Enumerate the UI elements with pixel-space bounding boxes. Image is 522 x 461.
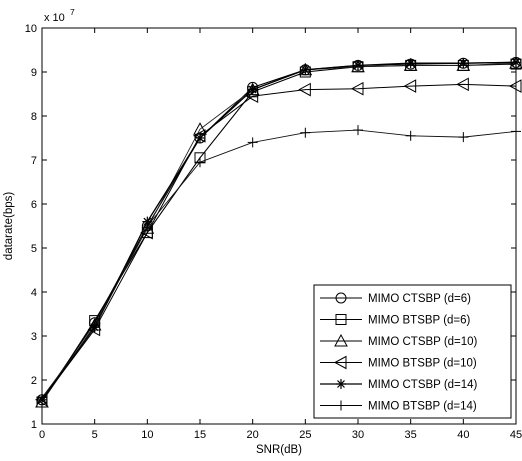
data-point — [405, 58, 416, 69]
y-tick-label: 4 — [31, 287, 37, 299]
data-point — [403, 58, 418, 71]
legend-marker — [336, 379, 346, 389]
data-point — [456, 58, 471, 71]
data-point — [247, 84, 258, 95]
data-point — [300, 64, 311, 75]
data-point — [300, 127, 311, 138]
x-tick-label: 15 — [194, 429, 206, 441]
star-stroke — [354, 61, 362, 70]
legend-label: MIMO CTSBP (d=14) — [368, 379, 478, 391]
star-stroke — [459, 59, 468, 68]
x-tick-label: 10 — [141, 429, 153, 441]
legend-marker — [336, 400, 346, 411]
data-point — [195, 157, 205, 168]
data-point — [458, 58, 469, 69]
y-tick-label: 7 — [31, 155, 37, 167]
legend-marker — [335, 292, 347, 304]
legend-label: MIMO BTSBP (d=14) — [368, 401, 477, 413]
legend-label: MIMO CTSBP (d=6) — [368, 293, 471, 305]
series-lines — [41, 61, 517, 403]
legend-label: MIMO BTSBP (d=10) — [368, 358, 477, 370]
data-point — [456, 77, 469, 92]
star-stroke — [248, 85, 257, 94]
x-tick-label: 45 — [510, 429, 522, 441]
legend-marker — [333, 355, 347, 370]
y-tick-label: 10 — [25, 23, 37, 35]
y-tick-label: 2 — [31, 375, 37, 387]
x-tick-label: 35 — [405, 429, 417, 441]
series-line — [41, 61, 517, 401]
legend-box — [313, 284, 512, 419]
legend-label: MIMO BTSBP (d=6) — [368, 315, 471, 327]
y-tick-label: 6 — [31, 199, 37, 211]
star-stroke — [301, 65, 310, 74]
y-multiplier-base: x 10 — [44, 12, 65, 24]
x-tick-label: 20 — [247, 429, 259, 441]
x-tick-label: 5 — [92, 429, 98, 441]
data-point — [195, 133, 205, 143]
data-point — [511, 126, 521, 137]
star-stroke — [196, 134, 204, 142]
series-line — [41, 83, 517, 401]
data-point — [247, 137, 258, 148]
data-point — [458, 132, 469, 143]
data-point — [508, 79, 522, 93]
data-point — [298, 82, 311, 97]
y-tick-label: 8 — [31, 111, 37, 123]
y-tick-label: 5 — [31, 243, 37, 255]
star-stroke — [512, 58, 520, 67]
x-axis-label: SNR(dB) — [256, 444, 302, 456]
data-point — [405, 130, 416, 141]
star-stroke — [406, 59, 415, 68]
data-point — [350, 81, 364, 96]
series-markers — [34, 56, 522, 408]
data-point — [37, 392, 47, 403]
legend-marker — [335, 314, 347, 325]
data-point — [353, 60, 363, 71]
y-tick-label: 3 — [31, 331, 37, 343]
data-point — [511, 57, 521, 68]
series-line — [41, 129, 517, 398]
x-tick-label: 25 — [299, 429, 311, 441]
y-multiplier: x 10 7 — [44, 7, 75, 24]
legend: MIMO CTSBP (d=6) MIMO BTSBP (d=6) MIMO CTS… — [313, 284, 512, 419]
star-stroke — [337, 380, 345, 388]
legend-label: MIMO CTSBP (d=10) — [368, 336, 478, 348]
legend-marker — [334, 333, 348, 347]
y-axis-label: datarate(bps) — [3, 192, 15, 261]
data-point — [142, 221, 153, 231]
data-point — [403, 79, 417, 93]
y-tick-label: 9 — [31, 67, 37, 79]
x-tick-label: 40 — [457, 429, 469, 441]
data-point — [353, 125, 363, 136]
data-point — [89, 322, 100, 333]
data-point — [351, 59, 365, 73]
y-tick-label: 1 — [31, 419, 37, 431]
x-tick-label: 30 — [352, 429, 364, 441]
x-tick-label: 0 — [39, 429, 45, 441]
y-multiplier-exponent: 7 — [70, 7, 75, 17]
